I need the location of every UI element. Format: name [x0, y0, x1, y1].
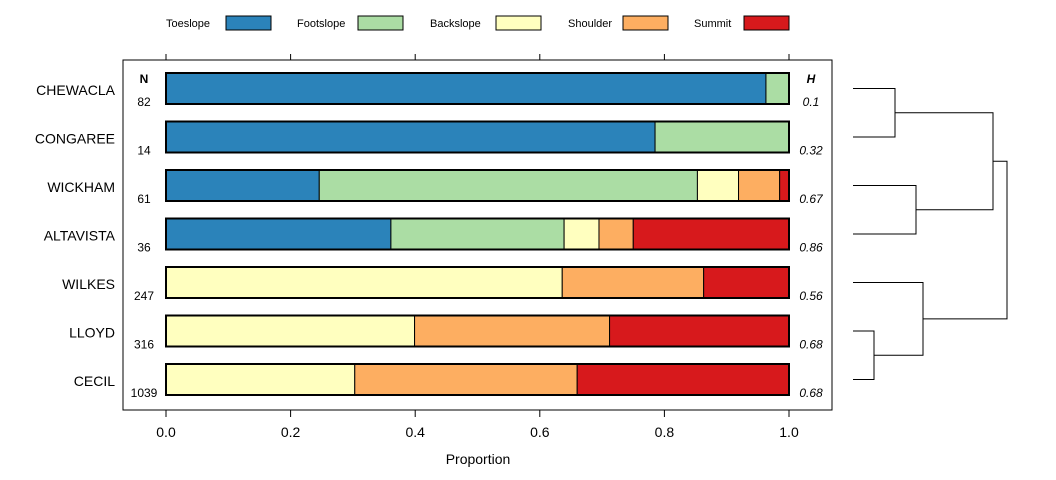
dendrogram-link: [895, 112, 994, 211]
bar-outline: [165, 217, 790, 251]
n-value: 36: [137, 241, 151, 255]
legend-label: Shoulder: [568, 18, 612, 30]
n-value: 1039: [131, 386, 158, 400]
category-label: LLOYD: [69, 325, 115, 341]
dendrogram-link: [853, 330, 875, 380]
bar-segment: [165, 315, 416, 347]
dendrogram-link: [853, 88, 896, 138]
bar-segment: [598, 218, 634, 250]
category-label: WILKES: [62, 276, 115, 292]
bar-segment: [703, 266, 790, 299]
bar-rows: CHEWACLA 82 0.1 CONGAREE 14 0.32 WICKHAM 61 0.67…: [35, 72, 824, 400]
bar-segment: [779, 169, 790, 202]
x-tick-label: 0.8: [655, 424, 675, 440]
n-value: 316: [134, 338, 154, 352]
bar-row: LLOYD 316 0.68: [69, 314, 823, 352]
bar-segment: [609, 315, 790, 347]
x-axis-label: Proportion: [446, 451, 511, 467]
h-value: 0.68: [799, 338, 823, 352]
top-axis-ticks: [165, 54, 790, 60]
legend-label: Backslope: [430, 18, 481, 30]
bar-row: WILKES 247 0.56: [62, 266, 823, 303]
n-value: 247: [134, 289, 154, 303]
h-value: 0.1: [803, 95, 820, 109]
legend-label: Toeslope: [166, 18, 210, 30]
bar-segment: [414, 315, 611, 347]
dendrogram-link: [853, 185, 917, 235]
category-label: CHEWACLA: [36, 82, 115, 98]
bar-segment: [165, 266, 563, 299]
category-label: ALTAVISTA: [44, 228, 116, 244]
x-tick-label: 0.2: [281, 424, 301, 440]
bar-segment: [165, 72, 767, 105]
bar-segment: [165, 121, 656, 153]
h-value: 0.67: [799, 192, 824, 206]
bar-outline: [165, 363, 790, 396]
bar-segment: [738, 169, 781, 202]
bar-segment: [318, 169, 698, 202]
x-tick-label: 0.4: [405, 424, 425, 440]
bar-segment: [696, 169, 740, 202]
dendrogram: [853, 88, 1008, 380]
legend-swatch: [225, 15, 272, 31]
x-tick-label: 0.0: [156, 424, 176, 440]
bar-outline: [165, 266, 790, 299]
bar-row: CECIL 1039 0.68: [74, 363, 823, 400]
bar-outline: [165, 169, 790, 202]
x-tick-label: 1.0: [779, 424, 799, 440]
bar-segment: [390, 218, 565, 250]
legend-swatch: [357, 15, 404, 31]
bar-row: ALTAVISTA 36 0.86: [44, 217, 823, 255]
bar-segment: [354, 363, 578, 396]
h-value: 0.32: [799, 144, 823, 158]
bar-row: WICKHAM 61 0.67: [47, 169, 824, 206]
bar-segment: [165, 169, 320, 202]
bar-segment: [561, 266, 705, 299]
n-value: 82: [137, 95, 151, 109]
category-label: CECIL: [74, 373, 115, 389]
h-value: 0.86: [799, 241, 823, 255]
bar-segment: [654, 121, 790, 153]
bar-outline: [165, 72, 790, 105]
legend-label: Footslope: [297, 18, 345, 30]
n-value: 14: [137, 144, 151, 158]
bar-segment: [576, 363, 790, 396]
legend-swatch: [743, 15, 790, 31]
bar-segment: [632, 218, 790, 250]
dendrogram-link: [923, 160, 1008, 320]
bar-row: CHEWACLA 82 0.1: [36, 72, 820, 109]
x-tick-label: 0.6: [530, 424, 550, 440]
legend-swatch: [495, 15, 542, 31]
plot-frame: [122, 59, 833, 411]
x-axis: 0.0 0.2 0.4 0.6 0.8 1.0: [156, 410, 799, 440]
category-label: WICKHAM: [47, 179, 115, 195]
bar-segment: [165, 363, 356, 396]
h-column-header: H: [807, 72, 816, 86]
n-column-header: N: [140, 72, 149, 86]
bar-segment: [765, 72, 790, 105]
bar-outline: [165, 120, 790, 154]
bar-segment: [165, 218, 392, 250]
h-value: 0.68: [799, 386, 823, 400]
category-label: CONGAREE: [35, 131, 115, 147]
bar-outline: [165, 314, 790, 348]
legend-swatch: [622, 15, 669, 31]
legend: Toeslope Footslope Backslope Shoulder Summit: [166, 15, 790, 31]
legend-label: Summit: [694, 18, 731, 30]
h-value: 0.56: [799, 289, 823, 303]
bar-segment: [563, 218, 600, 250]
dendrogram-link: [853, 282, 924, 356]
n-value: 61: [137, 192, 151, 206]
bar-row: CONGAREE 14 0.32: [35, 120, 823, 158]
